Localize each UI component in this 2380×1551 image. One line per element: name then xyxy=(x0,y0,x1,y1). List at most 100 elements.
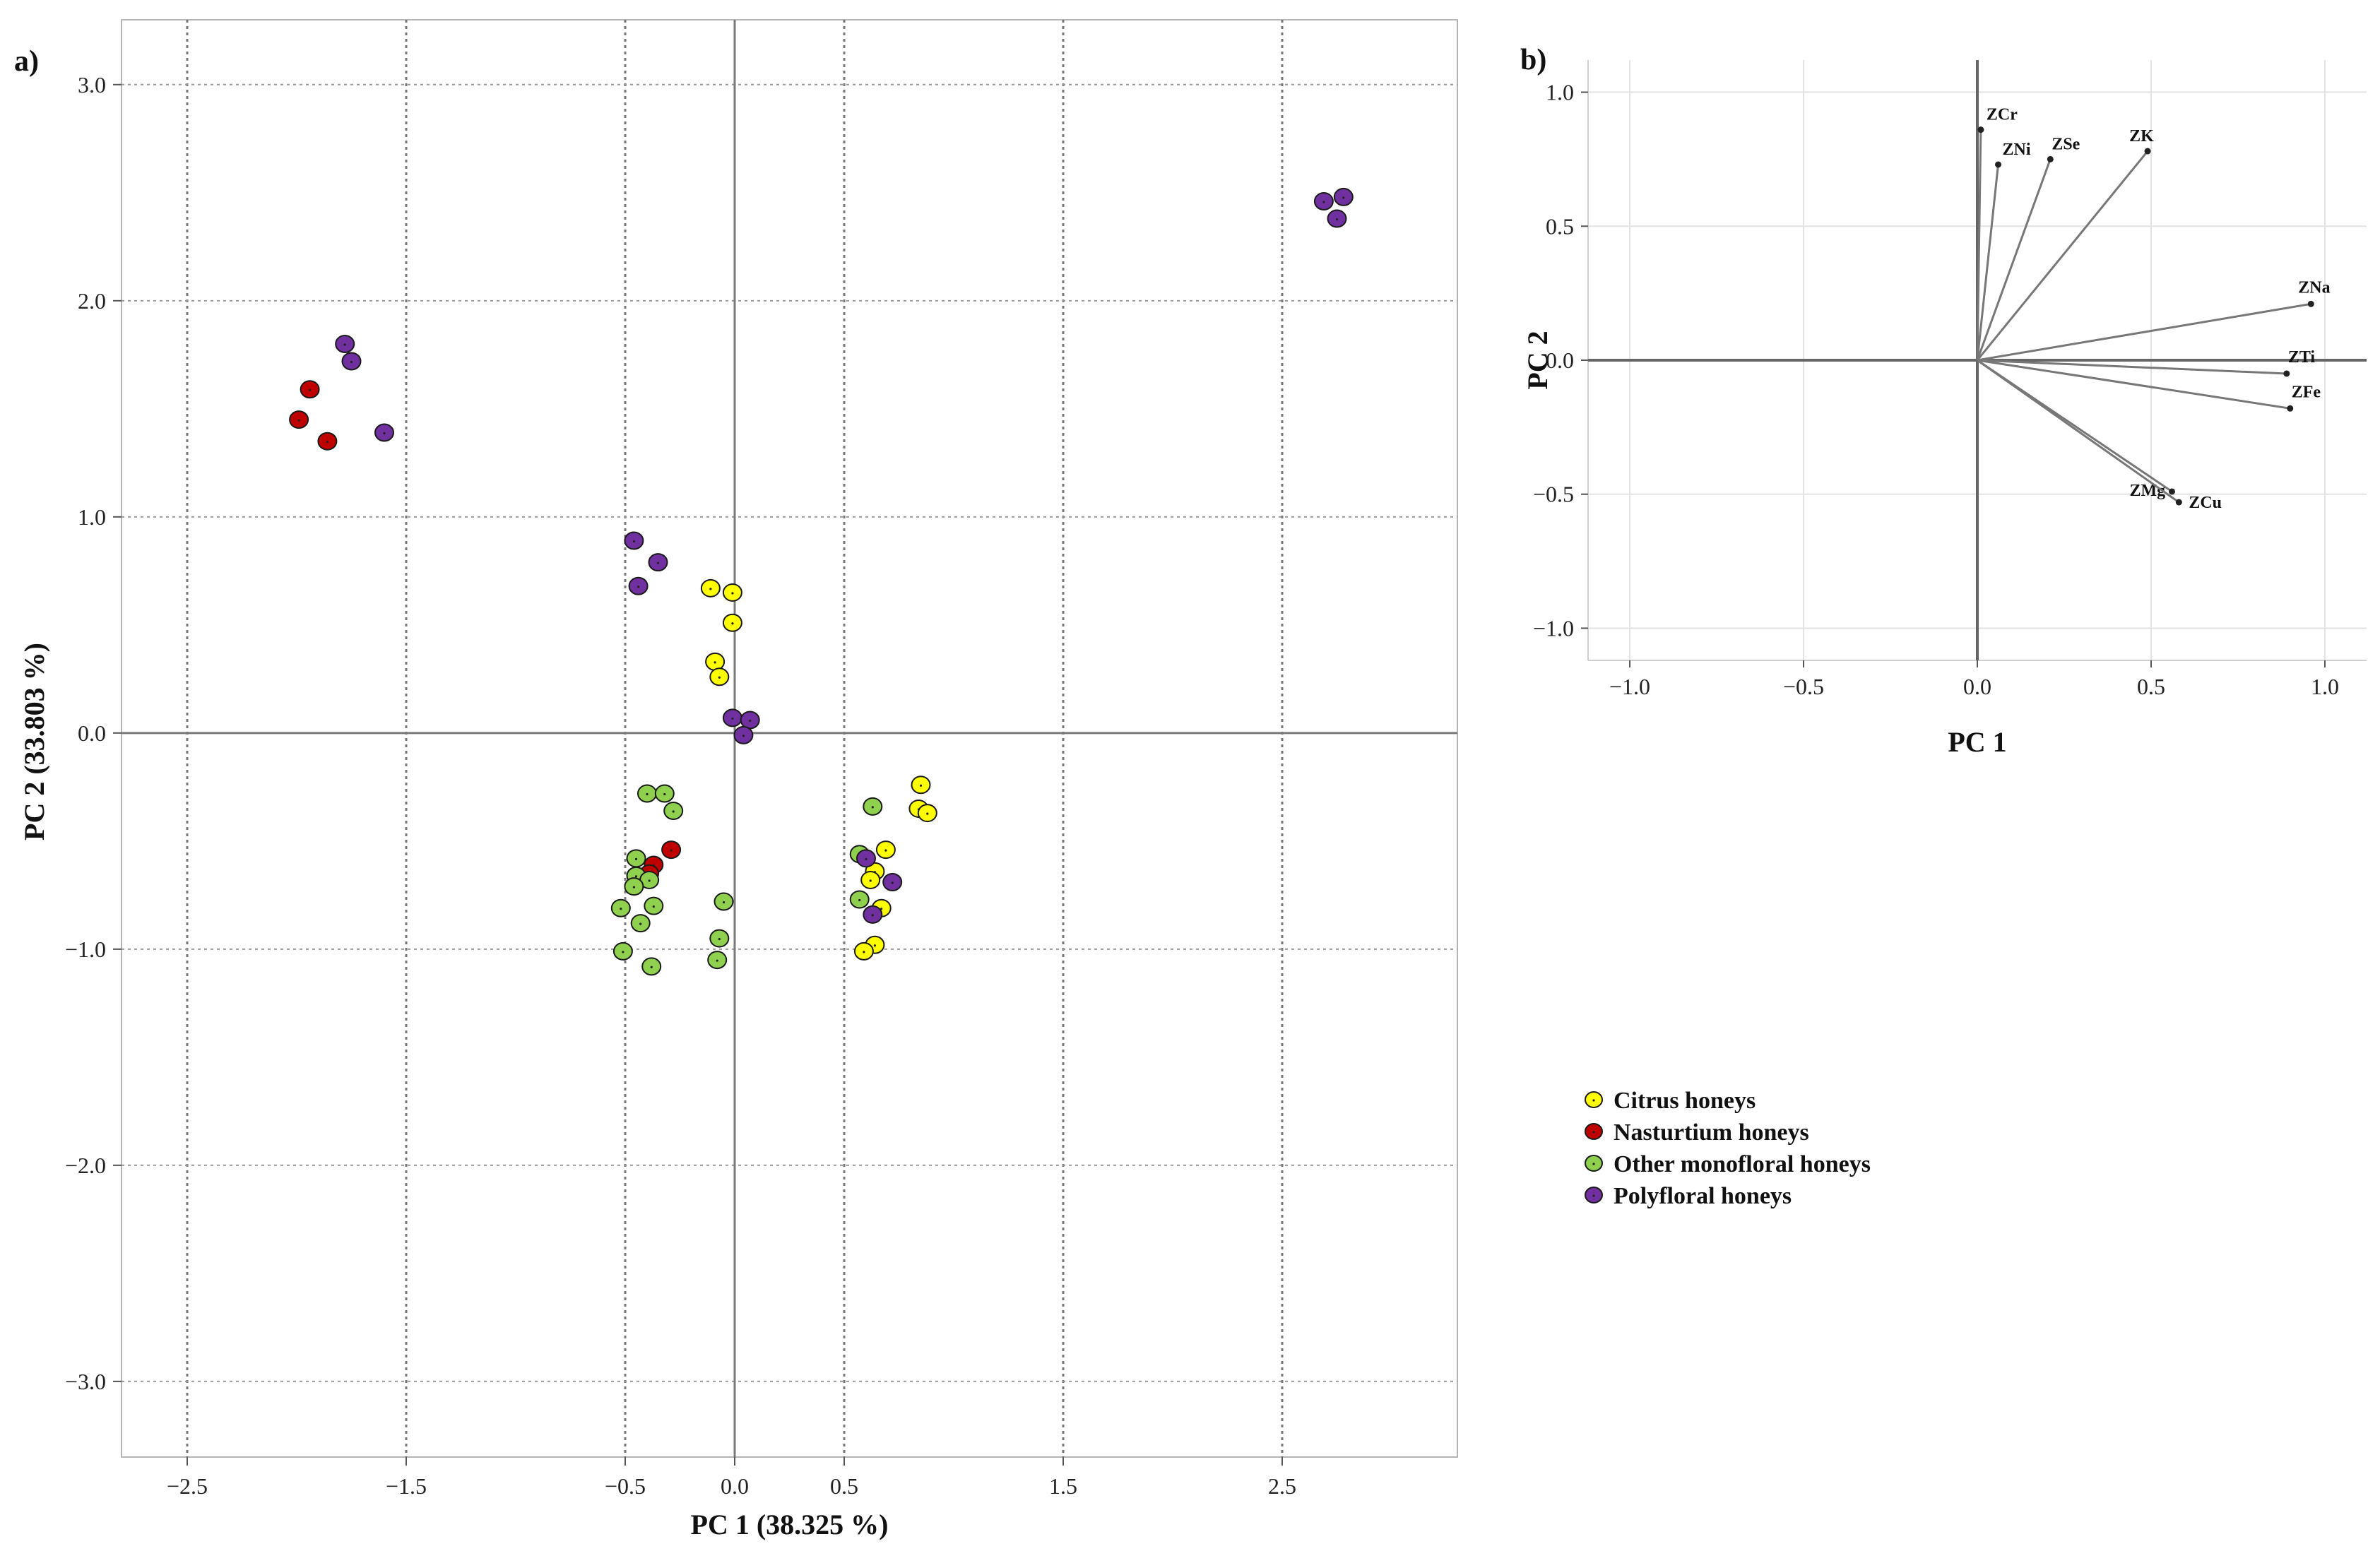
vector-zna: ZNa xyxy=(1977,278,2331,362)
legend-label: Other monofloral honeys xyxy=(1614,1151,1871,1177)
data-point-center xyxy=(926,812,929,815)
data-point-center xyxy=(709,588,712,590)
data-point-center xyxy=(722,901,726,904)
plot-b-xtick-label: 1.0 xyxy=(2311,674,2339,699)
plot-b-xtick-label: −1.0 xyxy=(1609,674,1650,699)
vector-label: ZFe xyxy=(2292,383,2321,401)
data-point-center xyxy=(880,908,883,910)
legend-marker-center xyxy=(1592,1099,1595,1102)
plot-a-xtick-label: −1.5 xyxy=(386,1473,427,1499)
vector-endpoint xyxy=(2047,155,2054,162)
plot-b-ytick-label: 1.0 xyxy=(1546,80,1574,105)
data-point-center xyxy=(863,951,865,953)
y-axis-label-b: PC 2 xyxy=(1522,331,1553,389)
vector-label: ZNi xyxy=(2003,141,2031,159)
vector-line xyxy=(1977,302,2311,362)
panel-a: −2.5 −1.5 −0.5 0.0 0.5 1.5 2.5 3.0 2.0 1.0 0.0 −1.0… xyxy=(14,19,1458,1540)
series-citrus-honeys xyxy=(700,578,937,961)
data-point-center xyxy=(383,432,386,435)
data-point-center xyxy=(884,849,887,852)
data-point-center xyxy=(871,914,874,917)
vector-zse: ZSe xyxy=(1976,135,2080,361)
data-point-center xyxy=(858,898,861,902)
x-axis-label-a: PC 1 (38.325 %) xyxy=(691,1509,889,1540)
data-point-center xyxy=(297,419,300,422)
data-point-center xyxy=(634,857,638,860)
data-point-center xyxy=(672,810,675,813)
plot-a-ytick-label: −2.0 xyxy=(65,1153,106,1178)
plot-b-ytick-label: −0.5 xyxy=(1533,482,1574,507)
data-point-center xyxy=(663,792,666,796)
legend-marker-center xyxy=(1592,1163,1595,1165)
legend-label: Nasturtium honeys xyxy=(1614,1119,1809,1146)
data-point-center xyxy=(731,622,734,625)
data-point-center xyxy=(718,676,721,679)
plot-b-ytick-label: −1.0 xyxy=(1533,615,1574,641)
data-point-center xyxy=(670,849,673,852)
data-point-center xyxy=(1335,218,1339,221)
plot-a-xtick-label: −2.5 xyxy=(167,1473,208,1499)
data-point-center xyxy=(731,717,734,720)
vector-zti: ZTi xyxy=(1977,348,2315,377)
vector-endpoint xyxy=(2144,148,2151,155)
data-point-center xyxy=(343,343,346,346)
data-point-center xyxy=(742,735,745,737)
data-point-center xyxy=(326,441,328,444)
data-point-center xyxy=(869,879,872,882)
data-point-center xyxy=(652,905,655,908)
data-point-center xyxy=(749,719,752,723)
panel-b-label: b) xyxy=(1520,44,1546,76)
vector-zk: ZK xyxy=(1976,127,2154,361)
plot-b-xtick-label: 0.5 xyxy=(2137,674,2165,699)
vector-endpoint xyxy=(2169,488,2175,495)
data-point-center xyxy=(648,879,651,882)
legend-item: Nasturtium honeys xyxy=(1585,1119,1809,1146)
vector-zcr: ZCr xyxy=(1976,106,2018,361)
data-point-center xyxy=(718,937,721,941)
vector-label: ZSe xyxy=(2052,135,2080,153)
vector-label: ZMg xyxy=(2130,482,2166,500)
vector-line xyxy=(1976,150,2149,361)
plot-a-ytick-label: 1.0 xyxy=(78,504,106,530)
y-axis-label-a: PC 2 (33.803 %) xyxy=(18,643,50,840)
data-point-center xyxy=(891,881,894,884)
vector-endpoint xyxy=(1977,126,1984,133)
legend-label: Polyfloral honeys xyxy=(1614,1183,1792,1209)
panel-a-label: a) xyxy=(14,45,39,78)
vector-label: ZNa xyxy=(2298,278,2330,297)
data-point-center xyxy=(639,922,642,925)
data-point-center xyxy=(731,592,734,595)
plot-a-ytick-label: −1.0 xyxy=(65,937,106,962)
data-point-center xyxy=(865,857,868,860)
plot-a-ytick-label: 2.0 xyxy=(78,288,106,314)
data-point-center xyxy=(650,965,653,968)
plot-a-ytick-label: 3.0 xyxy=(78,72,106,97)
vector-label: ZCu xyxy=(2189,494,2222,512)
vector-endpoint xyxy=(2287,405,2294,412)
series-other-monofloral-honeys xyxy=(610,784,883,976)
data-point-center xyxy=(873,944,876,947)
legend-item: Polyfloral honeys xyxy=(1585,1183,1792,1209)
panel-b: −1.0 −0.5 0.0 0.5 1.0 1.0 0.5 0.0 −0.5 −1.0 ZCr ZNi… xyxy=(1520,44,2367,758)
data-point-center xyxy=(871,806,874,809)
legend-label: Citrus honeys xyxy=(1614,1088,1756,1114)
data-point-center xyxy=(350,360,353,364)
data-point-center xyxy=(919,784,923,787)
vector-endpoint xyxy=(2175,499,2182,506)
series-polyfloral-honeys xyxy=(335,187,1354,924)
data-point-center xyxy=(646,792,649,796)
plot-b-xtick-label: −0.5 xyxy=(1783,674,1824,699)
plot-b-xtick-label: 0.0 xyxy=(1963,674,1991,699)
plot-a-ytick-label: 0.0 xyxy=(78,720,106,746)
vector-line xyxy=(1977,359,2290,410)
data-point-center xyxy=(714,661,716,664)
legend-marker-center xyxy=(1592,1194,1595,1197)
data-point-center xyxy=(1322,201,1325,203)
vector-line xyxy=(1977,359,2287,375)
plot-b-ytick-label: 0.0 xyxy=(1546,347,1574,373)
vector-line xyxy=(1976,158,2052,361)
vector-label: ZK xyxy=(2129,127,2154,145)
data-point-center xyxy=(632,886,636,889)
vector-endpoint xyxy=(2307,300,2314,307)
series-nasturtium-honeys xyxy=(289,380,682,883)
